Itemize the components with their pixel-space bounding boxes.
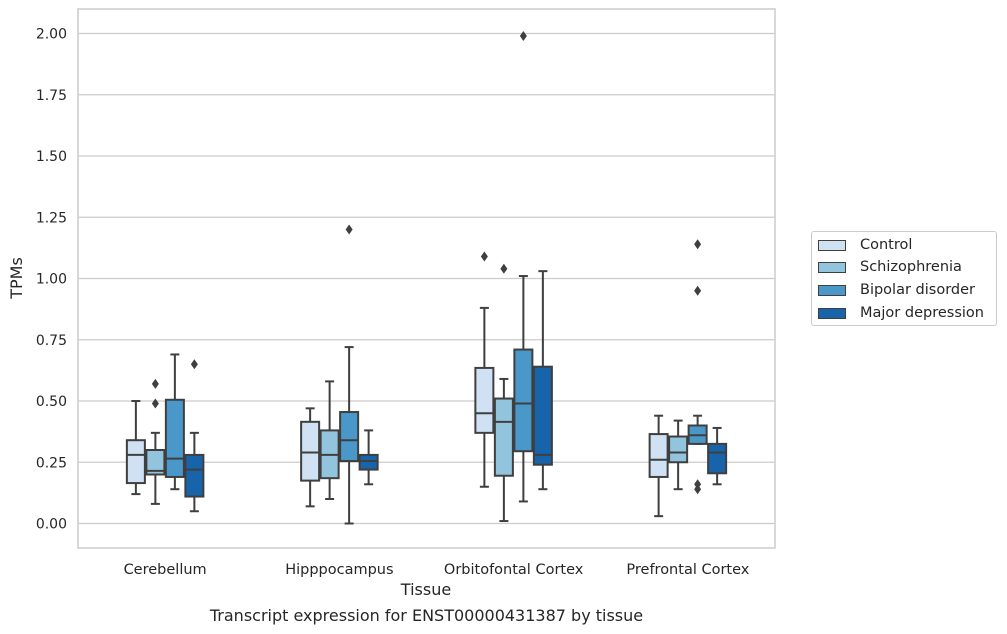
outlier-point xyxy=(345,224,353,235)
legend-item-major-depression: Major depression xyxy=(818,303,984,323)
box-bipolar-disorder-cerebellum xyxy=(164,353,185,491)
box-iqr xyxy=(493,397,514,477)
outlier-point xyxy=(190,359,198,370)
box-iqr xyxy=(164,398,185,478)
y-tick-label: 1.25 xyxy=(36,210,67,226)
legend-swatch-control xyxy=(818,239,846,251)
x-tick-label: Cerebellum xyxy=(124,562,207,578)
box-major-depression-orbitofontal-cortex xyxy=(532,270,553,491)
box-schizophrenia-hipppocampus xyxy=(319,380,340,500)
box-schizophrenia-prefrontal-cortex xyxy=(668,419,689,491)
box-iqr xyxy=(474,366,495,434)
outlier-point xyxy=(694,479,702,490)
legend-item-control: Control xyxy=(818,235,912,255)
box-iqr xyxy=(668,435,689,464)
box-iqr xyxy=(707,442,728,475)
box-iqr xyxy=(145,449,166,476)
box-bipolar-disorder-prefrontal-cortex xyxy=(687,239,708,495)
legend-label-major-depression: Major depression xyxy=(860,305,984,321)
outlier-point xyxy=(694,285,702,296)
y-tick-label: 0.75 xyxy=(36,333,67,349)
box-iqr xyxy=(358,453,379,471)
y-tick-label: 0.25 xyxy=(36,455,67,471)
box-major-depression-cerebellum xyxy=(184,359,205,513)
outlier-point xyxy=(480,251,488,262)
outlier-point xyxy=(694,239,702,250)
y-tick-label: 1.00 xyxy=(36,272,67,288)
box-iqr xyxy=(513,348,534,453)
legend-swatch-major-depression xyxy=(818,307,846,319)
box-iqr xyxy=(300,420,321,482)
box-control-hipppocampus xyxy=(300,407,321,508)
y-tick-label: 1.75 xyxy=(36,88,67,104)
box-major-depression-prefrontal-cortex xyxy=(707,426,728,486)
box-control-orbitofontal-cortex xyxy=(474,251,495,488)
y-axis-label: TPMs xyxy=(7,257,26,300)
legend-label-schizophrenia: Schizophrenia xyxy=(860,259,962,275)
box-control-cerebellum xyxy=(125,400,146,496)
x-tick-label: Hipppocampus xyxy=(285,562,393,578)
box-major-depression-hipppocampus xyxy=(358,429,379,486)
box-iqr xyxy=(648,433,669,478)
legend-label-control: Control xyxy=(860,237,913,253)
legend-item-schizophrenia: Schizophrenia xyxy=(818,257,962,277)
y-tick-labels: 0.00 0.25 0.50 0.75 1.00 1.25 1.50 1.75 2.00 xyxy=(36,27,67,533)
box-iqr xyxy=(125,439,146,485)
outlier-point xyxy=(500,263,508,274)
y-tick-label: 0.00 xyxy=(36,517,67,533)
outlier-point xyxy=(519,30,527,41)
box-iqr xyxy=(532,365,553,466)
box-bipolar-disorder-orbitofontal-cortex xyxy=(513,30,534,503)
legend-swatch-schizophrenia xyxy=(818,261,846,273)
box-iqr xyxy=(184,453,205,498)
chart-caption: Transcript expression for ENST0000043138… xyxy=(209,606,644,625)
box-layer xyxy=(125,30,728,525)
box-bipolar-disorder-hipppocampus xyxy=(339,224,360,525)
y-tick-label: 2.00 xyxy=(36,27,67,43)
box-schizophrenia-orbitofontal-cortex xyxy=(493,263,514,523)
plot-frame xyxy=(77,8,776,549)
x-tick-labels: Cerebellum Hipppocampus Orbitofontal Corte… xyxy=(124,562,750,578)
box-schizophrenia-cerebellum xyxy=(145,378,166,505)
y-tick-label: 1.50 xyxy=(36,149,67,165)
x-tick-label: Prefrontal Cortex xyxy=(626,562,749,578)
legend-label-bipolar-disorder: Bipolar disorder xyxy=(860,282,975,298)
box-iqr xyxy=(339,411,360,463)
y-tick-label: 0.50 xyxy=(36,394,67,410)
x-tick-label: Orbitofontal Cortex xyxy=(444,562,584,578)
outlier-point xyxy=(151,398,159,409)
x-axis-label: Tissue xyxy=(400,580,451,599)
legend-swatch-bipolar-disorder xyxy=(818,284,846,296)
outlier-point xyxy=(151,378,159,389)
legend-item-bipolar-disorder: Bipolar disorder xyxy=(818,280,975,300)
box-control-prefrontal-cortex xyxy=(648,414,669,518)
legend: Control Schizophrenia Bipolar disorder M… xyxy=(811,231,997,326)
